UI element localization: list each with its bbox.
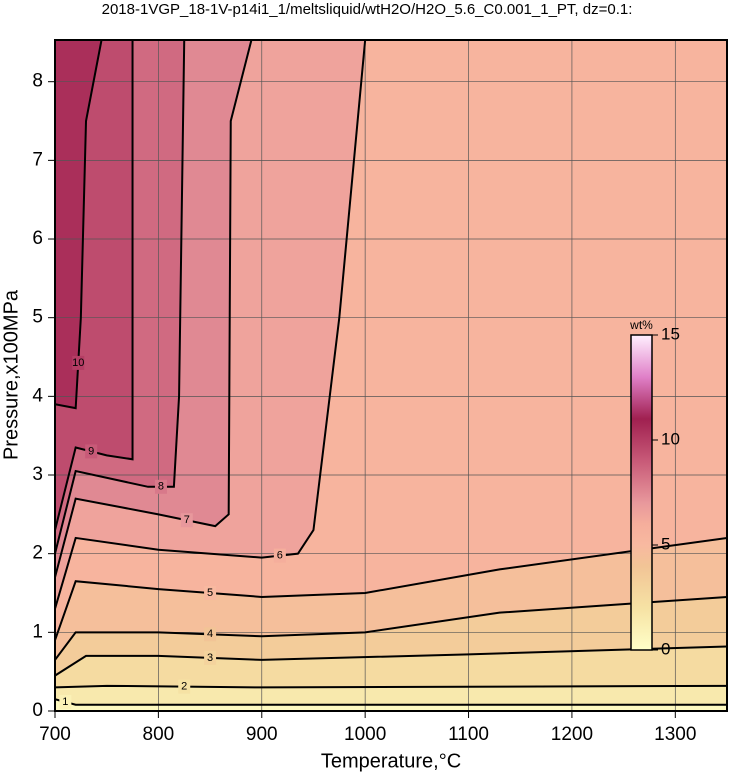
- contour-label-bg: [273, 548, 286, 563]
- colorbar-tick-label: 0: [661, 639, 670, 658]
- contour-label: 6: [277, 550, 283, 562]
- contour-label-bg: [85, 444, 98, 459]
- contour-line: [55, 40, 253, 578]
- x-axis-label: Temperature,°C: [321, 750, 461, 772]
- y-axis-label: Pressure,x100MPa: [0, 289, 22, 460]
- contour-line: [55, 684, 727, 689]
- contour-label-bg: [59, 694, 72, 709]
- contour-label-bg: [204, 586, 217, 601]
- y-tick-label: 0: [32, 700, 43, 721]
- contour-line: [55, 40, 134, 531]
- contour-label-bg: [72, 355, 85, 370]
- contour-label: 10: [72, 357, 84, 369]
- y-tick-label: 5: [32, 307, 43, 328]
- contour-label: 4: [207, 628, 213, 640]
- contour-label-bg: [180, 513, 193, 528]
- overlay: 700 800 900 1000 1100 1200 1300012345678wt%051…: [32, 39, 728, 745]
- contour-line: [55, 40, 103, 410]
- y-tick-label: 7: [32, 149, 43, 170]
- contour-label-bg: [204, 627, 217, 642]
- x-tick-label: 1100: [448, 724, 489, 745]
- y-tick-label: 6: [32, 228, 43, 249]
- x-tick-label: 900: [246, 724, 278, 745]
- contour-label-bg: [204, 650, 217, 665]
- x-tick-label: 700: [39, 724, 71, 745]
- contour-label-bg: [154, 479, 167, 494]
- contour-region: [55, 40, 102, 409]
- x-tick-label: 800: [143, 724, 175, 745]
- colorbar-tick-label: 15: [661, 324, 680, 343]
- colorbar-tick-label: 10: [661, 429, 680, 448]
- contour-label: 9: [88, 445, 94, 457]
- chart-title: 2018-1VGP_18-1V-p14i1_1/meltsliquid/wtH2…: [102, 1, 633, 18]
- contour-label: 7: [184, 514, 190, 526]
- x-tick-label: 1300: [654, 724, 696, 745]
- x-tick-label: 1000: [344, 724, 386, 745]
- colorbar: [630, 334, 653, 651]
- contour-label-bg: [178, 679, 191, 694]
- contour-label: 5: [207, 587, 213, 599]
- y-tick-label: 2: [32, 543, 43, 564]
- colorbar-tick-label: 5: [661, 534, 670, 553]
- contour-line: [55, 595, 727, 661]
- plot-area: 1 2 3 4 5 6 7 8 9 10: [55, 40, 727, 711]
- contour-line: [55, 536, 727, 641]
- y-tick-label: 1: [32, 621, 43, 642]
- plot-frame: [54, 39, 728, 712]
- contour-label: 3: [207, 652, 213, 664]
- x-tick-label: 1200: [551, 724, 593, 745]
- y-tick-label: 4: [32, 385, 43, 406]
- contour-label: 8: [158, 481, 164, 493]
- y-tick-label: 8: [32, 71, 43, 92]
- colorbar-label: wt%: [629, 318, 653, 332]
- contour-label: 2: [181, 681, 187, 693]
- contour-label: 1: [62, 696, 68, 708]
- y-tick-label: 3: [32, 464, 43, 485]
